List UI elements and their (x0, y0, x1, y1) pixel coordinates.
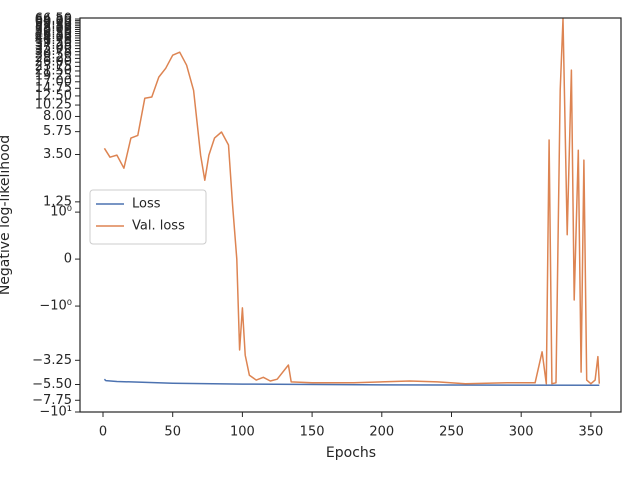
y-tick-label: 53.00 (35, 22, 72, 37)
y-tick-label: 12.50 (35, 88, 72, 103)
x-tick-label: 0 (99, 425, 107, 440)
y-tick-label: 57.50 (35, 18, 72, 33)
y-tick-label: 59.75 (35, 16, 72, 31)
x-tick-label: 100 (230, 425, 255, 440)
y-tick-label: −10¹ (39, 405, 72, 420)
y-tick-label: 28.25 (35, 51, 72, 66)
y-tick-label: 41.75 (35, 33, 72, 48)
y-tick-label: 32.75 (35, 44, 72, 59)
y-tick-label: 14.75 (35, 81, 72, 96)
y-axis-title: Negative log-likelihood (0, 135, 13, 295)
y-tick-label: 8.00 (43, 109, 72, 124)
y-tick-label: −7.75 (32, 393, 72, 408)
x-tick-label: 150 (300, 425, 325, 440)
series-line (103, 17, 601, 385)
x-axis-title: Epochs (326, 445, 376, 461)
legend-label: Loss (132, 197, 161, 212)
y-tick-label: 44.00 (35, 31, 72, 46)
x-tick-label: 200 (369, 425, 394, 440)
x-tick-label: 50 (164, 425, 181, 440)
y-tick-label: 64.25 (35, 13, 72, 28)
y-tick-label: 35.00 (35, 41, 72, 56)
y-tick-label: 3.50 (43, 147, 72, 162)
y-tick-label: 66.50 (35, 12, 72, 27)
y-tick-label: −5.50 (32, 377, 72, 392)
y-tick-label: 5.75 (43, 124, 72, 139)
y-tick-label: 30.50 (35, 47, 72, 62)
x-tick-label: 350 (578, 425, 603, 440)
y-tick-label: −10⁰ (39, 299, 72, 314)
y-tick-label: 62.00 (35, 15, 72, 30)
y-tick-label: 10⁰ (50, 205, 72, 220)
series-line (103, 378, 600, 387)
y-tick-label: 1.25 (43, 194, 72, 209)
y-tick-label: 21.50 (35, 63, 72, 78)
legend-label: Val. loss (132, 219, 185, 234)
y-tick-label: 0 (64, 252, 72, 267)
y-tick-label: 55.25 (35, 20, 72, 35)
x-tick-label: 250 (439, 425, 464, 440)
y-tick-label: 10.25 (35, 98, 72, 113)
y-tick-label: 46.25 (35, 28, 72, 43)
y-tick-label: 37.25 (35, 38, 72, 53)
x-tick-label: 300 (509, 425, 534, 440)
y-tick-label: 19.25 (35, 69, 72, 84)
y-tick-label: 50.75 (35, 24, 72, 39)
y-tick-label: 26.00 (35, 55, 72, 70)
y-tick-label: 39.50 (35, 35, 72, 50)
y-tick-label: 48.50 (35, 26, 72, 41)
y-tick-label: 17.00 (35, 74, 72, 89)
y-tick-label: 23.75 (35, 59, 72, 74)
y-tick-label: −3.25 (32, 353, 72, 368)
plot-frame (79, 17, 622, 413)
